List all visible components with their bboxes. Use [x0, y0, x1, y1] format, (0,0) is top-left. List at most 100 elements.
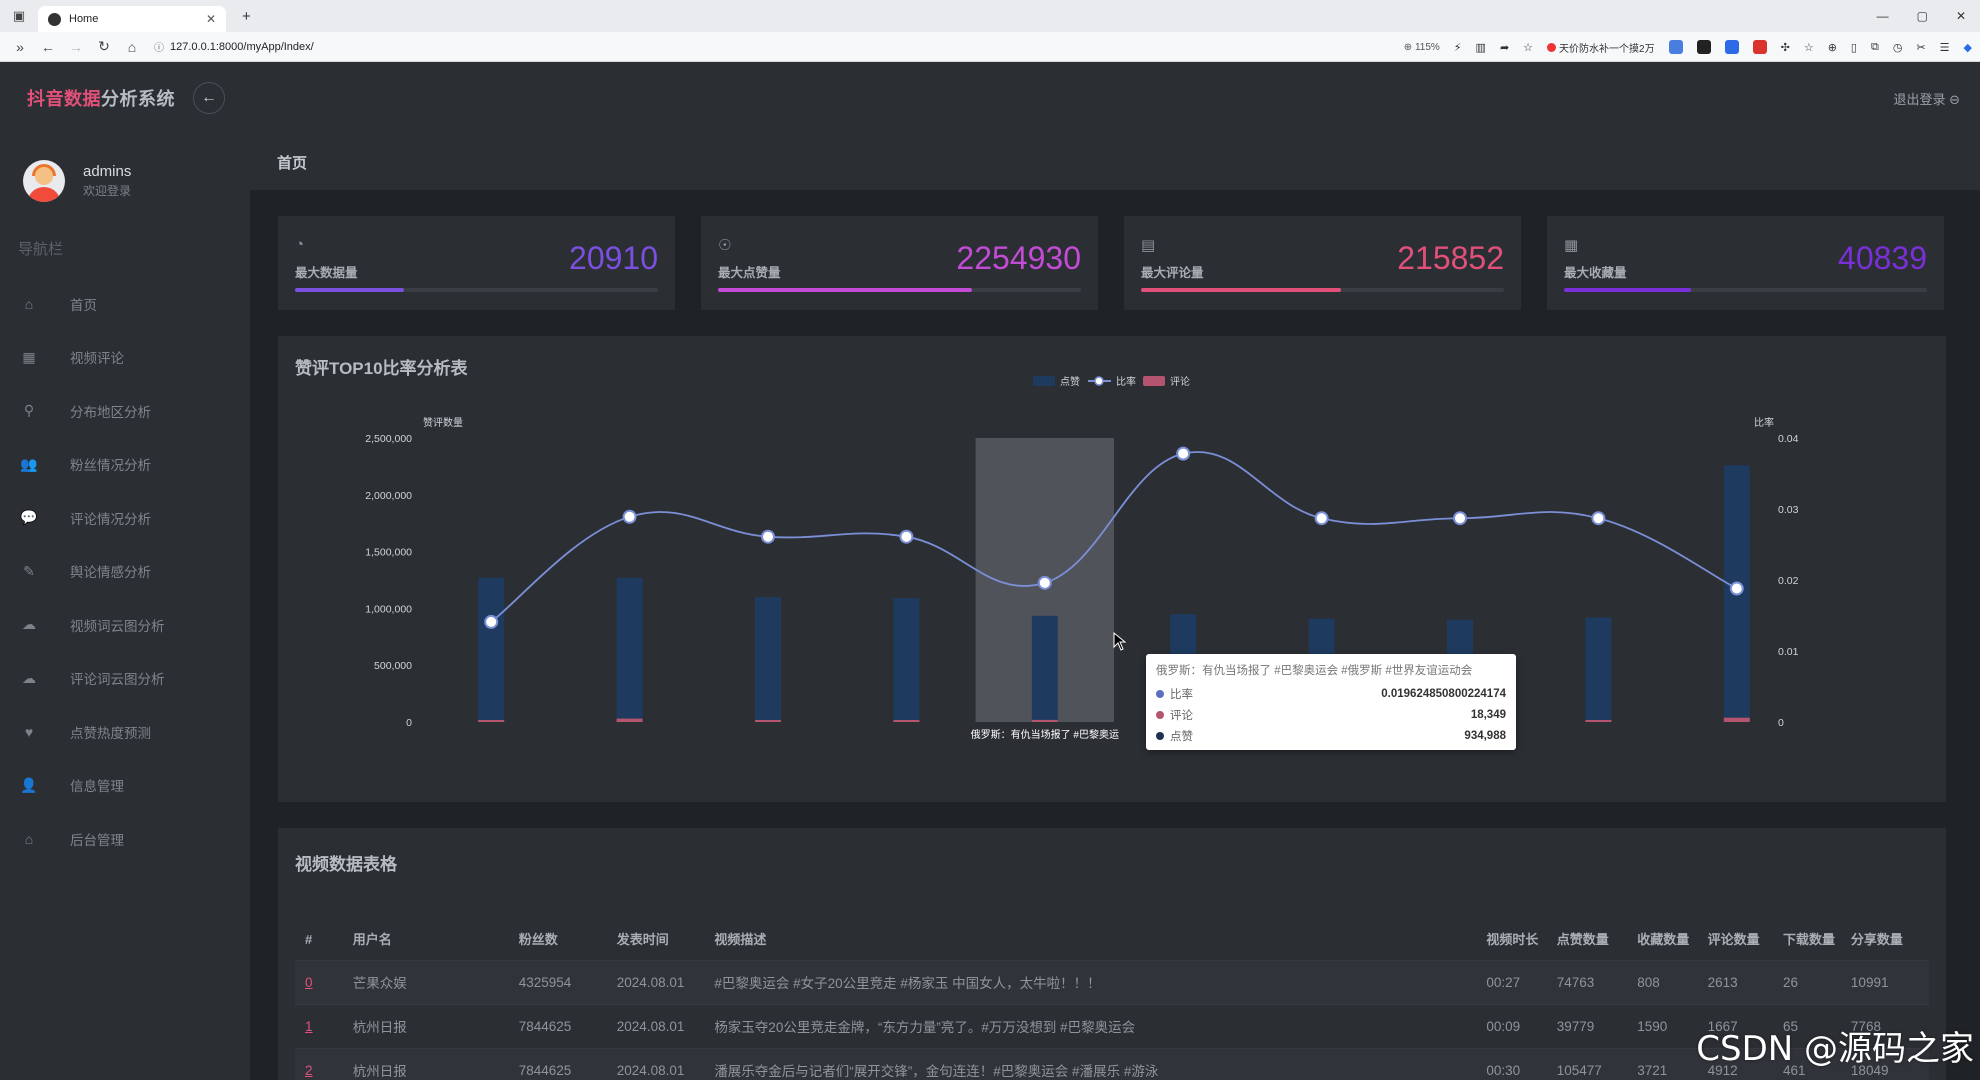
ratio-point — [899, 529, 914, 544]
bar-comments — [616, 718, 643, 722]
url-field[interactable]: ⓘ 127.0.0.1:8000/myApp/Index/ — [154, 39, 314, 55]
chart-card: 赞评数量 0 500,000 1,000,000 1,500,000 2,000,000 2… — [278, 336, 1946, 802]
logout-link[interactable]: 退出登录 ⊖ — [1893, 92, 1960, 107]
translate-icon[interactable] — [1724, 40, 1739, 54]
sidebar-item[interactable]: ☁ 评论词云图分析 — [0, 652, 250, 706]
sidebar-item-label: 评论情况分析 — [70, 511, 151, 527]
scissors-icon[interactable]: ✂ — [1916, 41, 1926, 54]
browser-tab-bar: ▣ Home ✕ + — ▢ ✕ — [0, 0, 1980, 32]
stat-progress-track — [1141, 288, 1504, 292]
back-nav-icon[interactable]: ← — [41, 38, 55, 55]
stat-value: 20910 — [569, 240, 658, 276]
legend-label: 评论 — [1170, 375, 1190, 388]
close-window-button[interactable]: ✕ — [1955, 9, 1966, 23]
sidebar-item[interactable]: ⌂ 首页 — [0, 277, 250, 331]
ratio-chart[interactable]: 赞评数量 0 500,000 1,000,000 1,500,000 2,000,000 2… — [278, 336, 1946, 802]
table-cell: 杭州日报 — [342, 1047, 509, 1080]
sidebar-toggle-icon[interactable]: ▣ — [12, 8, 26, 23]
sync-icon[interactable]: ⊕ — [1827, 41, 1837, 54]
zoom-indicator[interactable]: ⊕ 115% — [1403, 41, 1440, 53]
restore-button[interactable]: ▢ — [1916, 9, 1928, 23]
legend-swatch — [1033, 376, 1055, 386]
pdf-icon[interactable] — [1752, 40, 1767, 54]
sidebar-item[interactable]: ⚲ 分布地区分析 — [0, 384, 250, 438]
column-header[interactable]: 下载数量 — [1783, 931, 1836, 947]
table-cell: 2024.08.01 — [606, 959, 705, 1004]
share-icon[interactable]: ➦ — [1499, 41, 1510, 54]
column-header[interactable]: 评论数量 — [1707, 931, 1760, 947]
star-icon[interactable]: ☆ — [1523, 41, 1534, 54]
sidebar-item[interactable]: 👤 信息管理 — [0, 759, 250, 813]
row-index-link[interactable]: 0 — [295, 959, 343, 1004]
menu-icon[interactable]: ☰ — [1939, 41, 1950, 54]
column-header[interactable]: 发表时间 — [616, 931, 669, 947]
reload-icon[interactable]: ↻ — [98, 38, 110, 54]
column-header[interactable]: 分享数量 — [1850, 931, 1903, 947]
history-icon[interactable]: ◷ — [1892, 41, 1903, 54]
y2-tick-label: 0.02 — [1778, 575, 1799, 587]
y-tick-label: 1,500,000 — [365, 547, 412, 559]
lightbulb-icon: ☉ — [718, 237, 732, 254]
column-header[interactable]: 收藏数量 — [1637, 931, 1690, 947]
sidebar-item[interactable]: ♥ 点赞热度预测 — [0, 705, 250, 759]
bar-comments — [478, 720, 505, 722]
table-cell: 1590 — [1627, 1003, 1698, 1048]
stat-label: 最大收藏量 — [1564, 266, 1627, 280]
table-row[interactable]: 0 芒果众娱 4325954 2024.08.01 #巴黎奥运会 #女子20公里竞走 #… — [295, 959, 1929, 1004]
pen-icon: ✎ — [23, 562, 35, 579]
home-nav-icon[interactable]: ⌂ — [127, 38, 137, 55]
extension-icon[interactable] — [1696, 40, 1711, 54]
table-row[interactable]: 2 杭州日报 7844625 2024.08.01 潘展乐夺金后与记者们“展开交锋”，金… — [295, 1047, 1929, 1080]
column-header[interactable]: 用户名 — [352, 931, 392, 947]
stat-label: 最大数据量 — [295, 266, 358, 280]
series-dot-icon — [1156, 689, 1164, 698]
browser-tab-home[interactable]: Home ✕ — [38, 6, 226, 32]
y2-tick-label: 0 — [1778, 717, 1784, 729]
promo-link[interactable]: 天价防水补一个摸2万 — [1547, 40, 1655, 55]
phone-icon[interactable]: ▯ — [1850, 41, 1857, 54]
sidebar-item[interactable]: ▦ 视频评论 — [0, 331, 250, 385]
table-row[interactable]: 1 杭州日报 7844625 2024.08.01 杨家玉夺20公里竞走金牌，“东方力量… — [295, 1003, 1929, 1048]
sidebar-item[interactable]: ⌂ 后台管理 — [0, 812, 250, 866]
ratio-point — [761, 529, 775, 544]
user-icon: 👤 — [20, 776, 38, 793]
sidebar-item[interactable]: 👥 粉丝情况分析 — [0, 438, 250, 492]
sidebar-item-label: 后台管理 — [70, 832, 124, 848]
column-header[interactable]: 视频时长 — [1486, 931, 1539, 947]
row-index-link[interactable]: 1 — [295, 1003, 343, 1048]
column-header[interactable]: 视频描述 — [714, 931, 767, 947]
new-tab-button[interactable]: + — [242, 7, 251, 25]
sidebar: admins 欢迎登录 导航栏 ⌂ 首页 ▦ 视频评论 ⚲ 分布地区分析 👥 粉丝情况分析 💬 评… — [0, 134, 250, 1080]
bolt-icon[interactable]: ⚡ — [1453, 41, 1462, 54]
extension-icon[interactable] — [1668, 40, 1683, 54]
bar-comments — [1031, 719, 1058, 722]
zoom-level: 115% — [1414, 41, 1440, 53]
puzzle-icon[interactable]: ✣ — [1780, 41, 1790, 54]
table-cell: 461 — [1773, 1047, 1841, 1080]
users-icon: 👥 — [20, 455, 38, 472]
column-header[interactable]: 点赞数量 — [1556, 931, 1609, 947]
table-card: 视频数据表格 # 用户名 粉丝数 发表时间 视频描述 视频时长 点赞数量 收藏数量 评论数量 下载… — [278, 828, 1946, 1080]
edge-sidebar-icon[interactable]: ◆ — [1963, 41, 1972, 54]
cloud-upload-icon: ☁ — [22, 616, 36, 633]
row-index-link[interactable]: 2 — [295, 1047, 343, 1080]
collections-icon[interactable]: ⧉ — [1870, 40, 1879, 53]
user-panel: admins 欢迎登录 — [0, 134, 250, 202]
column-header[interactable]: 粉丝数 — [518, 931, 558, 947]
sidebar-item[interactable]: 💬 评论情况分析 — [0, 491, 250, 545]
bar-likes — [755, 597, 781, 722]
collapse-sidebar-button[interactable]: ← — [193, 82, 225, 114]
sidebar-item[interactable]: ☁ 视频词云图分析 — [0, 598, 250, 652]
sidebar-item[interactable]: ✎ 舆论情感分析 — [0, 545, 250, 599]
bar-likes — [893, 598, 920, 722]
table-cell: 杨家玉夺20公里竞走金牌，“东方力量”亮了。#万万没想到 #巴黎奥运会 — [704, 1003, 1477, 1048]
tab-close-icon[interactable]: ✕ — [205, 12, 216, 26]
favorites-icon[interactable]: ☆ — [1803, 41, 1814, 54]
forward-nav-icon[interactable]: → — [69, 38, 83, 55]
reader-icon[interactable]: ▥ — [1475, 41, 1486, 54]
expand-icon[interactable]: » — [16, 38, 24, 55]
column-header[interactable]: # — [305, 931, 313, 947]
legend-swatch — [1143, 376, 1165, 386]
app-header: 抖音数据分析系统 ← 退出登录 ⊖ — [0, 62, 1980, 134]
minimize-button[interactable]: — — [1876, 9, 1889, 23]
